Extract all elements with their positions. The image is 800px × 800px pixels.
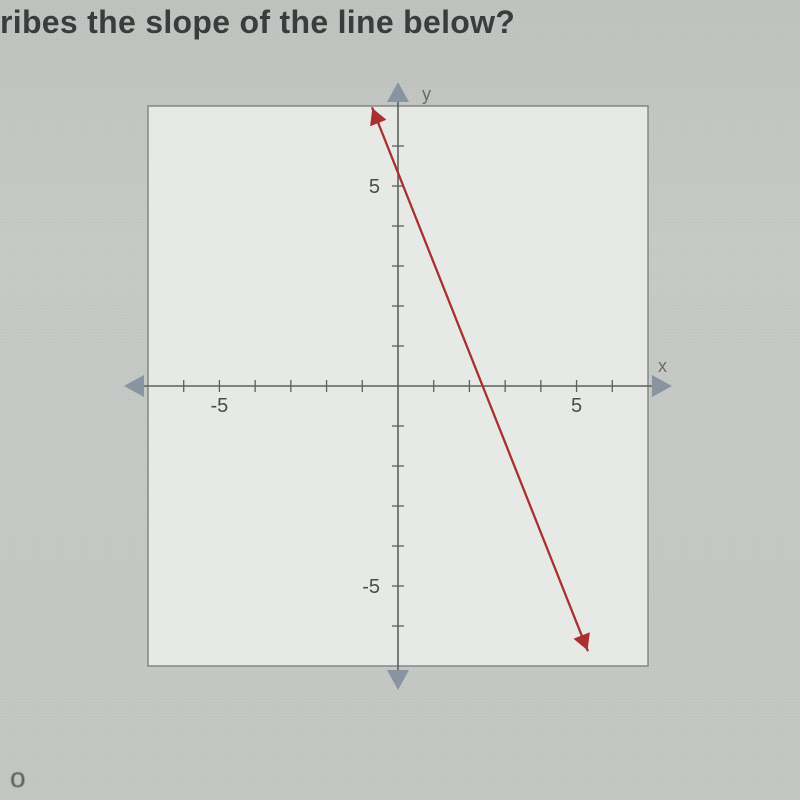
svg-text:-5: -5 <box>362 576 380 598</box>
slope-chart: 5 -5 5 -5 y x <box>108 78 708 698</box>
fragment-text: o <box>10 762 26 794</box>
svg-text:y: y <box>422 84 431 104</box>
question-text: ribes the slope of the line below? <box>0 4 515 41</box>
svg-text:-5: -5 <box>211 395 229 417</box>
svg-text:x: x <box>658 356 667 376</box>
svg-text:5: 5 <box>571 395 582 417</box>
svg-text:5: 5 <box>369 176 380 198</box>
